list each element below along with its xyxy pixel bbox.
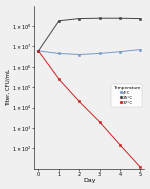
- Y-axis label: Titer, CFU/mL: Titer, CFU/mL: [6, 69, 10, 106]
- Legend: 4°C, 25°C, 37°C: 4°C, 25°C, 37°C: [111, 84, 142, 107]
- X-axis label: Day: Day: [83, 178, 96, 184]
